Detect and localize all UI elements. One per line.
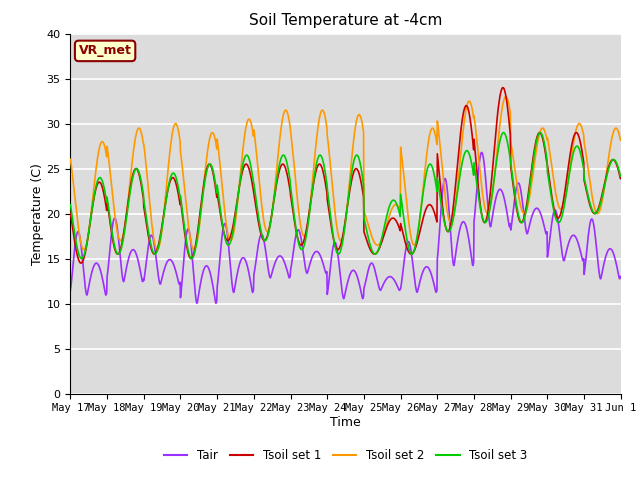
Line: Tsoil set 1: Tsoil set 1 bbox=[70, 88, 620, 263]
X-axis label: Time: Time bbox=[330, 416, 361, 429]
Tsoil set 3 bbox=[67, 202, 74, 207]
Tsoil set 1 bbox=[189, 253, 197, 259]
Tsoil set 2 bbox=[67, 156, 74, 162]
Tsoil set 2 bbox=[431, 131, 439, 136]
Title: Soil Temperature at -4cm: Soil Temperature at -4cm bbox=[249, 13, 442, 28]
Text: VR_met: VR_met bbox=[79, 44, 132, 58]
Tsoil set 2 bbox=[502, 94, 509, 99]
Tsoil set 1 bbox=[552, 212, 559, 218]
Line: Tsoil set 3: Tsoil set 3 bbox=[70, 132, 620, 259]
Tsoil set 2 bbox=[251, 133, 259, 139]
Y-axis label: Temperature (C): Temperature (C) bbox=[31, 163, 44, 264]
Legend: Tair, Tsoil set 1, Tsoil set 2, Tsoil set 3: Tair, Tsoil set 1, Tsoil set 2, Tsoil se… bbox=[159, 444, 532, 467]
Tsoil set 1 bbox=[67, 210, 74, 216]
Tair bbox=[552, 208, 559, 214]
Tsoil set 2 bbox=[80, 247, 88, 252]
Tsoil set 1 bbox=[504, 103, 511, 108]
Tsoil set 2 bbox=[176, 136, 184, 142]
Tair bbox=[251, 267, 259, 273]
Tair bbox=[212, 300, 220, 306]
Tsoil set 3 bbox=[616, 173, 624, 179]
Tair bbox=[189, 260, 196, 266]
Tsoil set 2 bbox=[504, 96, 511, 101]
Tsoil set 2 bbox=[552, 191, 559, 197]
Tsoil set 3 bbox=[251, 186, 259, 192]
Tair bbox=[431, 286, 439, 291]
Tsoil set 3 bbox=[552, 216, 559, 221]
Tsoil set 1 bbox=[251, 195, 259, 201]
Tsoil set 2 bbox=[189, 246, 197, 252]
Tair bbox=[478, 150, 486, 156]
Tsoil set 3 bbox=[500, 130, 508, 135]
Tair bbox=[67, 288, 74, 293]
Tsoil set 3 bbox=[176, 192, 184, 198]
Tsoil set 3 bbox=[431, 176, 439, 182]
Line: Tsoil set 2: Tsoil set 2 bbox=[70, 96, 620, 250]
Tsoil set 1 bbox=[176, 199, 184, 205]
Line: Tair: Tair bbox=[70, 153, 620, 303]
Tsoil set 1 bbox=[499, 85, 507, 91]
Tsoil set 1 bbox=[616, 176, 624, 181]
Tair bbox=[175, 281, 183, 287]
Tsoil set 1 bbox=[77, 260, 85, 266]
Tair bbox=[504, 212, 511, 217]
Tsoil set 3 bbox=[504, 139, 511, 144]
Tsoil set 3 bbox=[189, 254, 197, 260]
Tsoil set 3 bbox=[77, 256, 85, 262]
Tsoil set 1 bbox=[431, 212, 439, 217]
Tair bbox=[616, 274, 624, 279]
Tsoil set 2 bbox=[616, 137, 624, 143]
